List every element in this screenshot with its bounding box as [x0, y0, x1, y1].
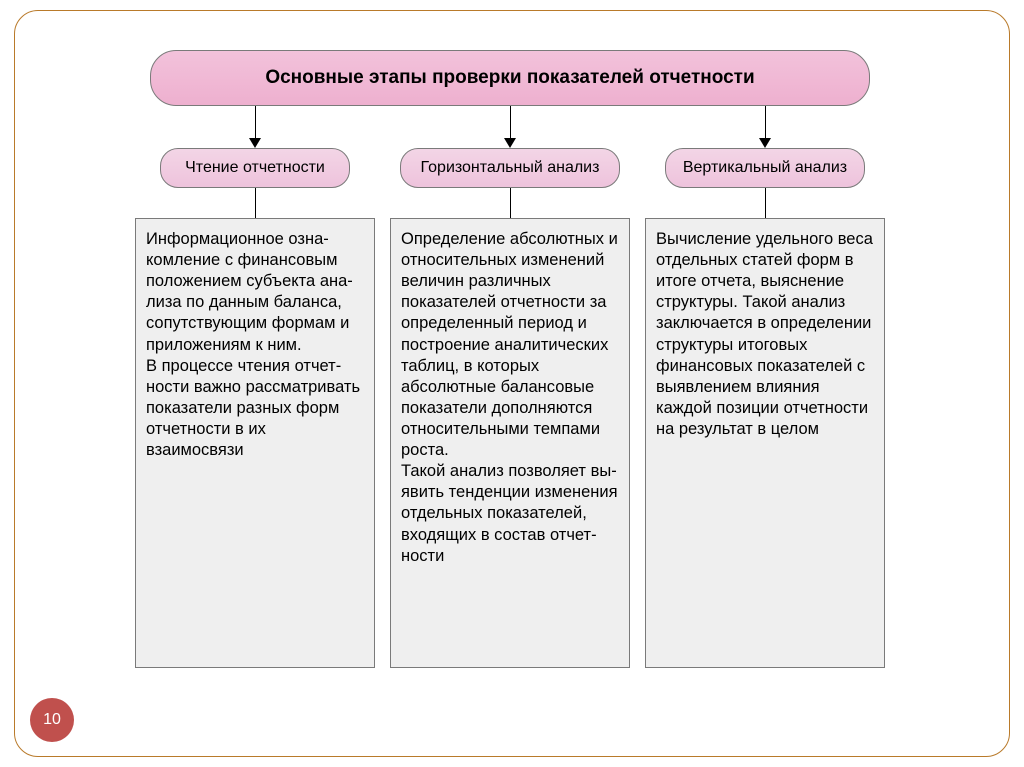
page-number-badge: 10	[30, 698, 74, 742]
arrow-head-2	[504, 138, 516, 148]
arrow-head-1	[249, 138, 261, 148]
arrow-title-to-col3	[765, 106, 766, 138]
connector-3	[765, 188, 766, 218]
col3-description: Вычисление удельного веса отдельных стат…	[645, 218, 885, 668]
col2-description: Определение абсолютных и относительных и…	[390, 218, 630, 668]
diagram-title: Основные этапы проверки показателей отче…	[150, 50, 870, 106]
col1-heading: Чтение отчетности	[160, 148, 350, 188]
col2-heading: Горизонтальный анализ	[400, 148, 620, 188]
arrow-title-to-col2	[510, 106, 511, 138]
col3-heading: Вертикальный анализ	[665, 148, 865, 188]
arrow-title-to-col1	[255, 106, 256, 138]
arrow-head-3	[759, 138, 771, 148]
connector-2	[510, 188, 511, 218]
connector-1	[255, 188, 256, 218]
col1-description: Информационное озна­комление с финансовы…	[135, 218, 375, 668]
